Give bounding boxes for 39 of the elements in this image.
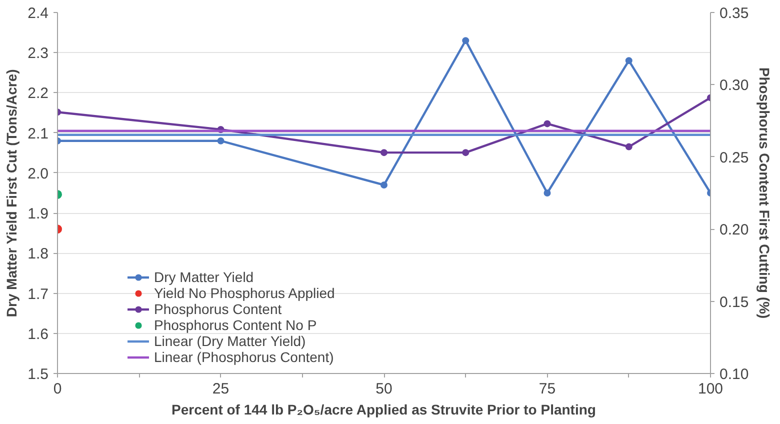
y-tick-label: 1.7 (28, 286, 49, 303)
point (462, 37, 470, 44)
y-tick-label: 1.5 (28, 366, 49, 383)
y-tick-label: 1.8 (28, 246, 49, 263)
point (544, 120, 551, 128)
x-tick-label: 50 (376, 380, 392, 398)
point (462, 149, 470, 156)
x-tick-label: 25 (212, 380, 230, 398)
legend-label: Dry Matter Yield (154, 269, 254, 285)
point (217, 137, 224, 144)
legend-label: Linear (Dry Matter Yield) (154, 333, 306, 349)
y2-tick-label: 0.20 (720, 222, 749, 239)
x-tick-label: 75 (538, 380, 556, 398)
legend-label: Yield No Phosphorus Applied (154, 285, 335, 301)
point (380, 149, 388, 156)
y2-tick-label: 0.25 (720, 149, 749, 166)
point (544, 190, 551, 196)
y-axis-title: Dry Matter Yield First Cut (Tons/Acre) (4, 69, 20, 318)
point (380, 181, 388, 188)
y2-tick-label: 0.15 (720, 294, 749, 311)
y-tick-label: 2.3 (28, 45, 49, 62)
x-axis-title: Percent of 144 lb P₂O₅/acre Applied as Struvite Prior to Planting (172, 402, 596, 418)
y-tick-label: 1.9 (28, 206, 49, 223)
y2-tick-label: 0.30 (720, 77, 749, 94)
legend-label: Phosphorus Content (154, 301, 282, 317)
point (625, 57, 632, 64)
y-tick-label: 2.2 (28, 85, 49, 102)
point (625, 143, 632, 150)
x-tick-label: 100 (698, 380, 724, 398)
y-tick-label: 2.0 (28, 165, 49, 182)
y2-tick-label: 0.10 (720, 366, 749, 383)
legend-label: Linear (Phosphorus Content) (154, 349, 334, 365)
x-tick-label: 0 (53, 380, 62, 398)
y-tick-label: 1.6 (28, 326, 49, 343)
y-tick-label: 2.1 (28, 125, 49, 142)
legend-label: Phosphorus Content No P (154, 317, 317, 333)
y2-tick-label: 0.35 (720, 5, 749, 22)
y2-axis-title: Phosphorus Content First Cutting (%) (756, 67, 773, 319)
y-tick-label: 2.4 (28, 5, 49, 22)
